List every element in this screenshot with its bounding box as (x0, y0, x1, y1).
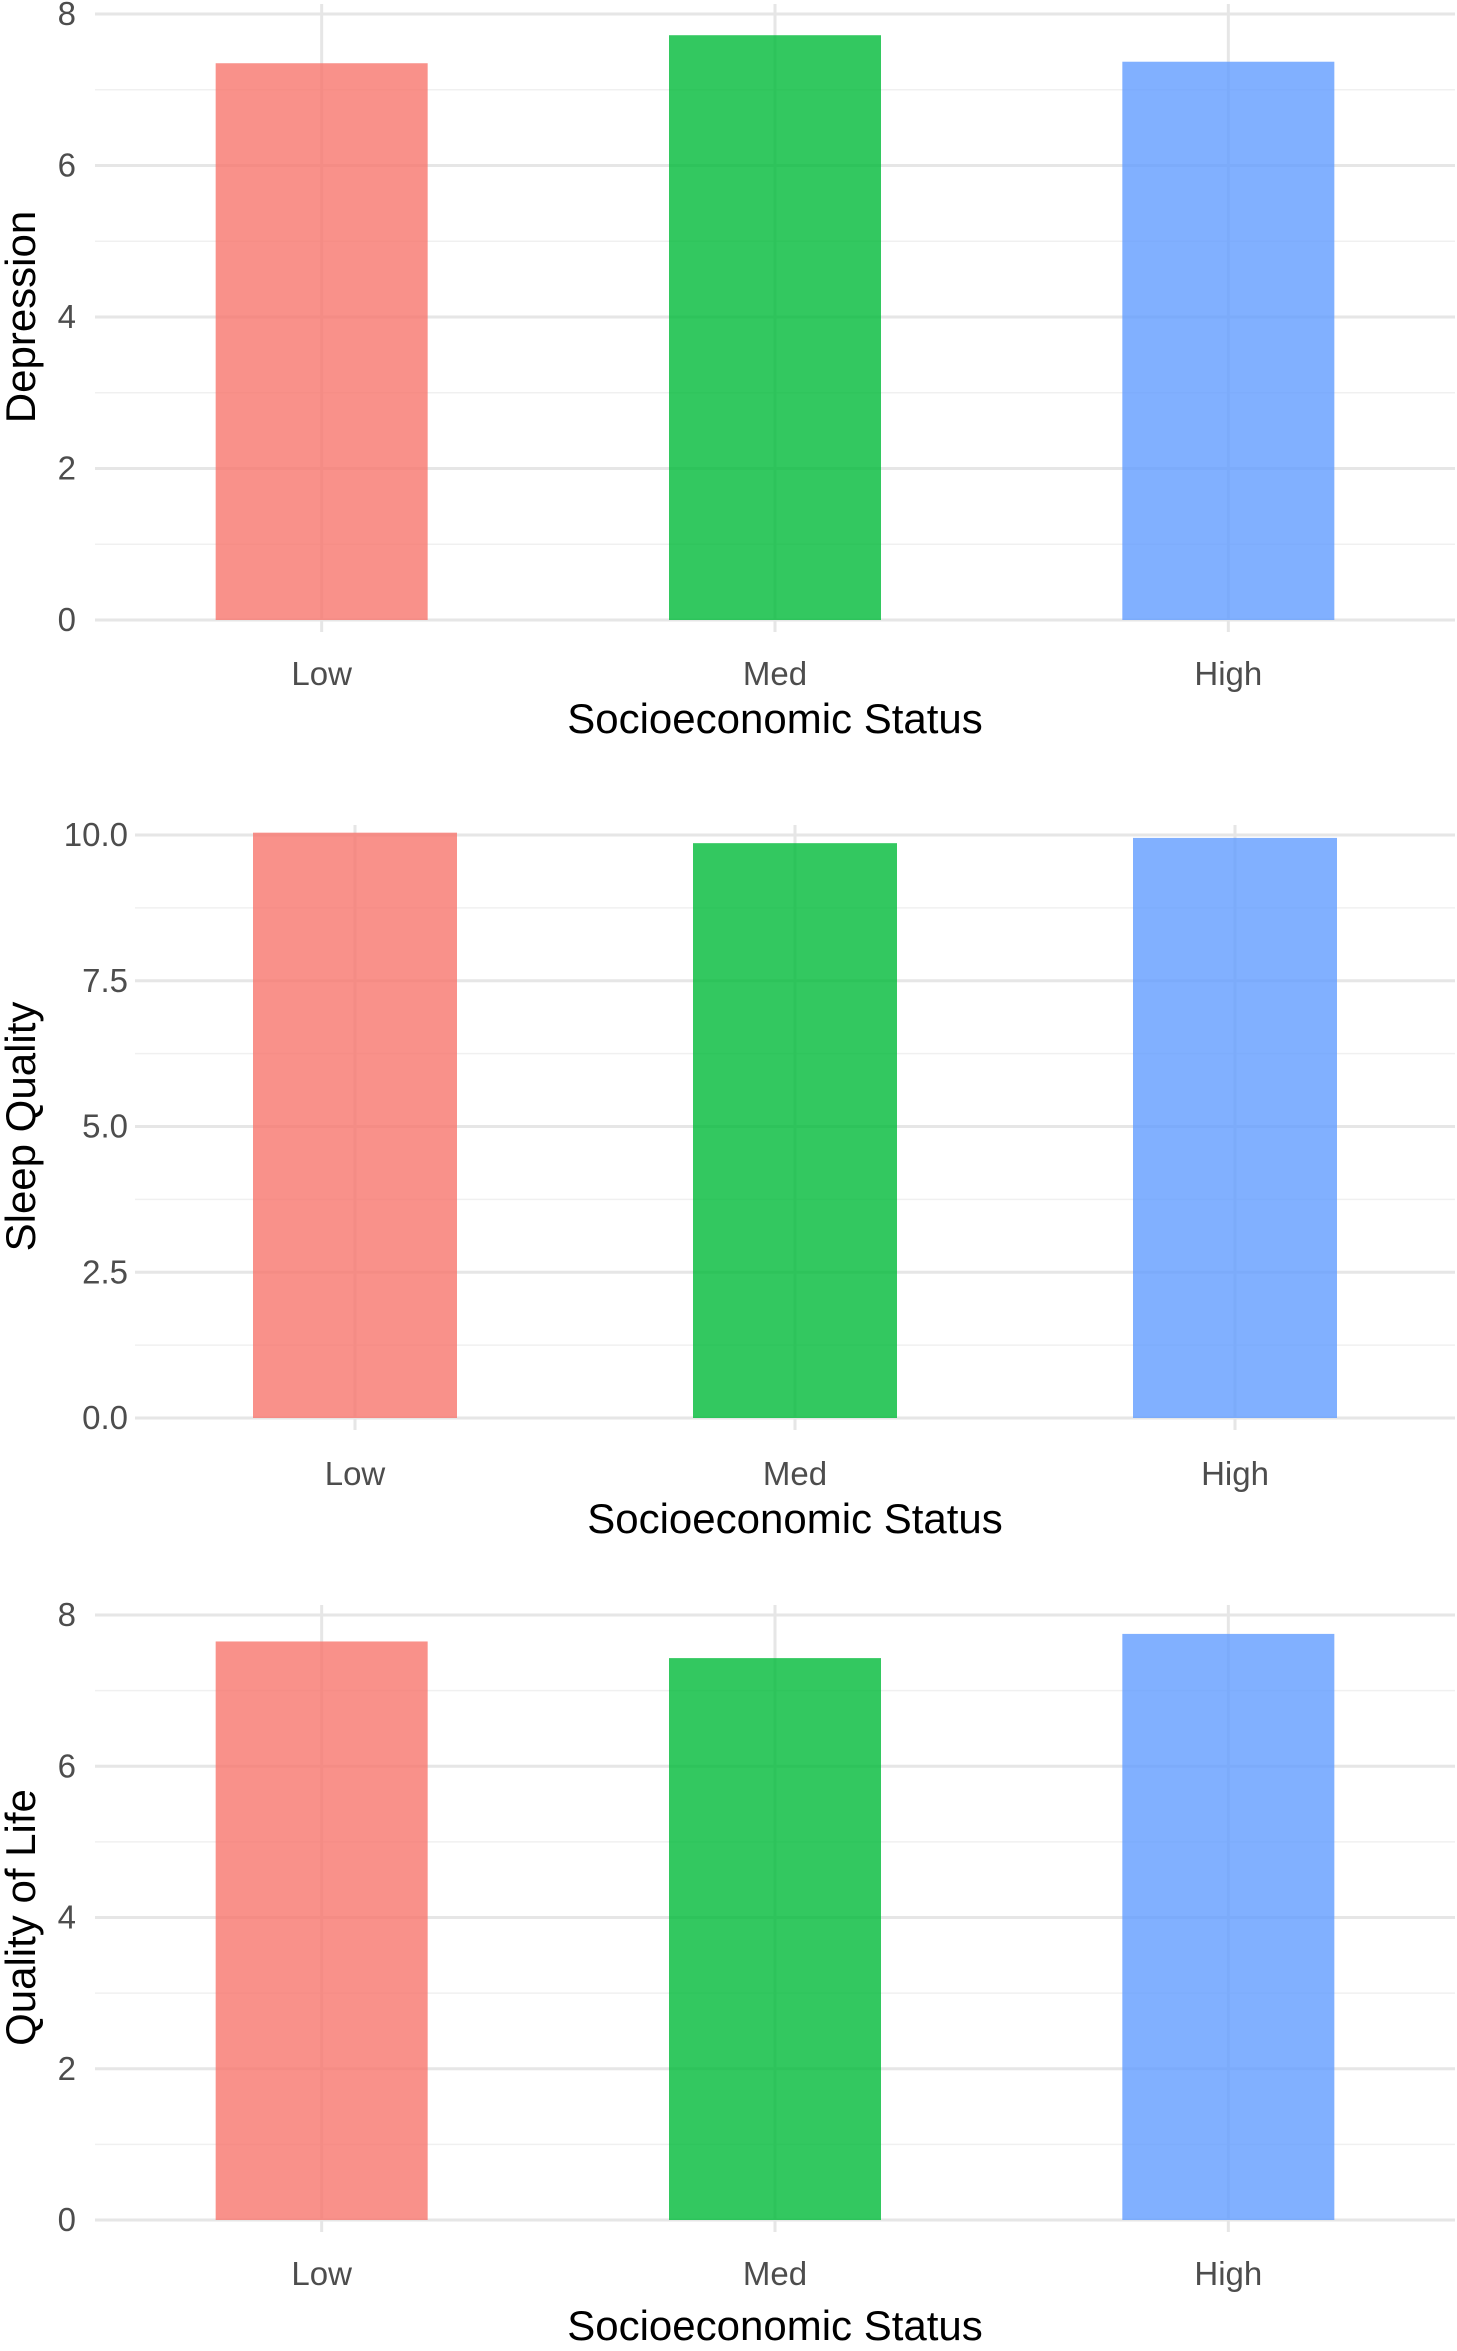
x-tick-label: High (1201, 1455, 1269, 1492)
x-axis-title: Socioeconomic Status (567, 695, 983, 742)
x-tick-label: Med (743, 2255, 807, 2292)
y-tick-label: 6 (58, 147, 76, 184)
bar-med (669, 1658, 881, 2220)
y-tick-label: 0 (58, 2201, 76, 2238)
bar-med (669, 35, 881, 620)
x-axis-title: Socioeconomic Status (587, 1495, 1003, 1542)
bar-low (253, 832, 457, 1418)
x-tick-label: High (1194, 2255, 1262, 2292)
x-axis-title: Socioeconomic Status (567, 2302, 983, 2349)
y-tick-label: 8 (58, 1600, 76, 1633)
bar-high (1133, 837, 1337, 1418)
y-tick-label: 8 (58, 0, 76, 32)
x-tick-label: High (1194, 655, 1262, 692)
x-tick-label: Low (291, 655, 352, 692)
bar-med (693, 843, 897, 1418)
y-tick-label: 0 (58, 601, 76, 638)
bar-low (215, 1641, 428, 2220)
y-tick-label: 2 (58, 2050, 76, 2087)
y-tick-label: 10.0 (64, 816, 128, 853)
y-axis-title: Sleep Quality (0, 1002, 44, 1252)
x-tick-label: Med (743, 655, 807, 692)
y-tick-label: 2.5 (82, 1253, 128, 1290)
y-tick-label: 6 (58, 1747, 76, 1784)
quality-of-life-chart: 0 2 4 6 8 Low Med High Socioeconomic Status Quali… (0, 1600, 1455, 2349)
x-tick-label: Low (291, 2255, 352, 2292)
bar-low (215, 63, 428, 621)
y-tick-label: 2 (58, 450, 76, 487)
sleep-quality-chart: 0.0 2.5 5.0 7.5 10.0 Low Med High Socioeconomic … (0, 816, 1455, 1542)
y-axis-title: Depression (0, 211, 44, 423)
y-axis-title: Quality of Life (0, 1789, 44, 2046)
y-tick-label: 4 (58, 298, 76, 335)
bar-high (1122, 1633, 1335, 2220)
y-tick-label: 4 (58, 1899, 76, 1936)
depression-chart: 0 2 4 6 8 Low Med High Socioeconomic Status Depre… (0, 0, 1455, 742)
x-tick-label: Low (325, 1455, 386, 1492)
y-tick-label: 7.5 (82, 962, 128, 999)
x-tick-label: Med (763, 1455, 827, 1492)
bar-high (1122, 61, 1335, 621)
y-tick-label: 0.0 (82, 1399, 128, 1436)
y-tick-label: 5.0 (82, 1108, 128, 1145)
